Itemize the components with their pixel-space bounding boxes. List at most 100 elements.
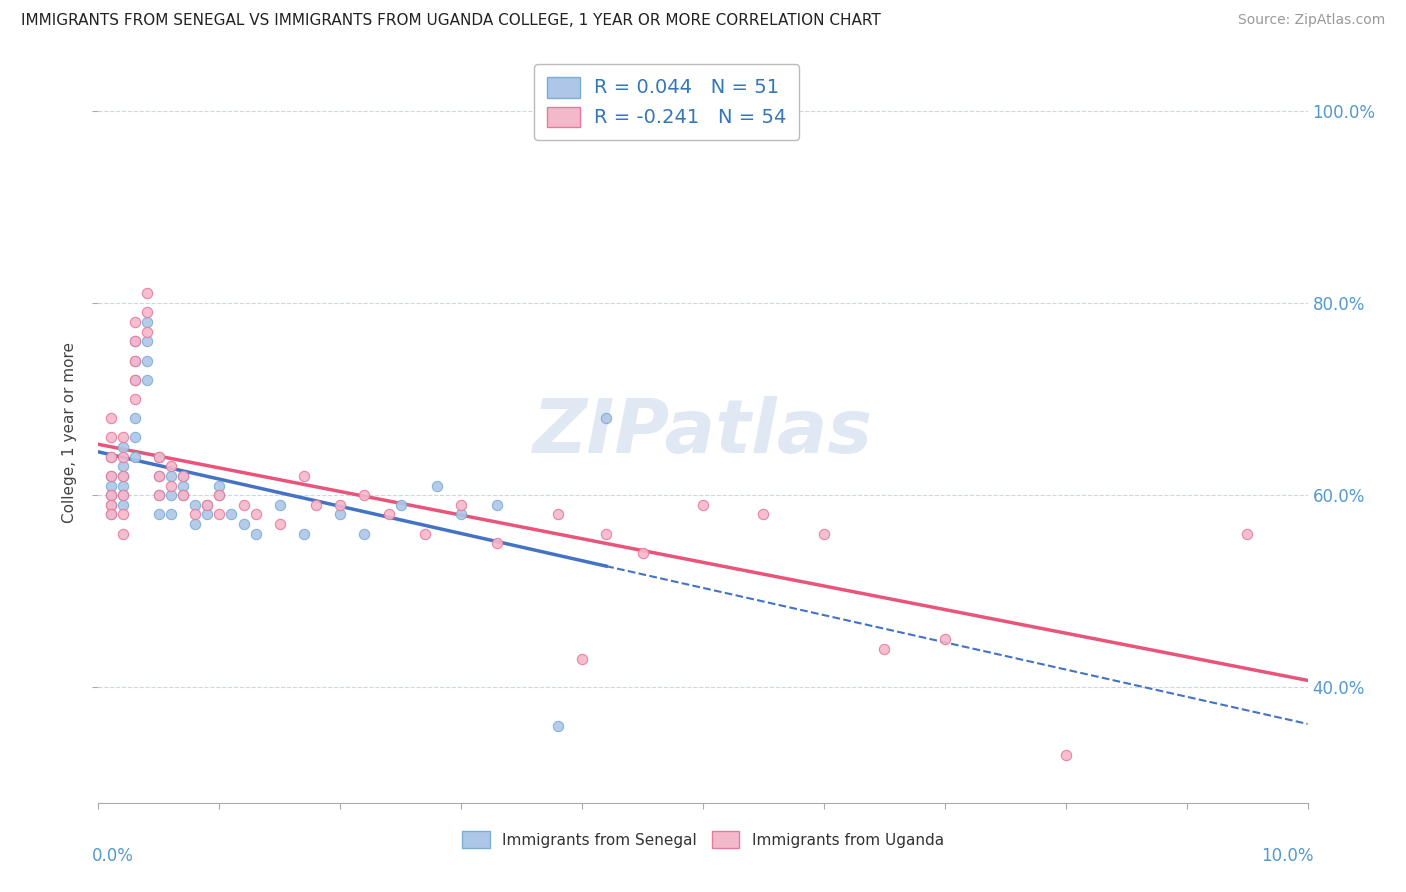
Point	[148, 469, 170, 483]
Point	[547, 719, 569, 733]
Point	[292, 469, 315, 483]
Text: 10.0%: 10.0%	[1261, 847, 1313, 865]
Point	[100, 498, 122, 512]
Point	[172, 478, 194, 492]
Point	[184, 516, 207, 531]
Point	[100, 488, 122, 502]
Y-axis label: College, 1 year or more: College, 1 year or more	[62, 343, 77, 523]
Point	[148, 508, 170, 522]
Text: ZIPatlas: ZIPatlas	[533, 396, 873, 469]
Point	[692, 498, 714, 512]
Text: 0.0%: 0.0%	[93, 847, 134, 865]
Point	[160, 469, 183, 483]
Point	[208, 488, 231, 502]
Point	[232, 516, 254, 531]
Point	[111, 469, 134, 483]
Point	[208, 478, 231, 492]
Point	[160, 478, 183, 492]
Point	[100, 469, 122, 483]
Point	[195, 498, 218, 512]
Point	[813, 526, 835, 541]
Point	[873, 642, 896, 657]
Point	[111, 488, 134, 502]
Point	[111, 459, 134, 474]
Point	[100, 498, 122, 512]
Point	[111, 498, 134, 512]
Point	[124, 353, 146, 368]
Point	[135, 325, 157, 339]
Point	[172, 469, 194, 483]
Point	[377, 508, 399, 522]
Point	[269, 498, 291, 512]
Point	[124, 450, 146, 464]
Point	[184, 498, 207, 512]
Point	[100, 508, 122, 522]
Point	[305, 498, 328, 512]
Point	[135, 334, 157, 349]
Point	[135, 286, 157, 301]
Point	[124, 334, 146, 349]
Point	[111, 478, 134, 492]
Point	[389, 498, 412, 512]
Point	[245, 508, 267, 522]
Point	[135, 353, 157, 368]
Point	[111, 508, 134, 522]
Point	[111, 430, 134, 444]
Point	[100, 488, 122, 502]
Point	[111, 440, 134, 454]
Point	[148, 488, 170, 502]
Point	[100, 450, 122, 464]
Point	[124, 373, 146, 387]
Point	[172, 469, 194, 483]
Point	[269, 516, 291, 531]
Point	[172, 488, 194, 502]
Point	[329, 498, 352, 512]
Point	[1054, 747, 1077, 762]
Point	[111, 488, 134, 502]
Point	[245, 526, 267, 541]
Point	[329, 508, 352, 522]
Point	[450, 508, 472, 522]
Point	[292, 526, 315, 541]
Point	[934, 632, 956, 647]
Point	[124, 334, 146, 349]
Point	[195, 498, 218, 512]
Point	[135, 305, 157, 319]
Point	[413, 526, 436, 541]
Point	[752, 508, 775, 522]
Point	[135, 315, 157, 329]
Point	[486, 536, 509, 550]
Point	[111, 526, 134, 541]
Point	[100, 469, 122, 483]
Point	[353, 526, 375, 541]
Point	[547, 508, 569, 522]
Point	[160, 488, 183, 502]
Point	[208, 508, 231, 522]
Point	[100, 430, 122, 444]
Point	[111, 450, 134, 464]
Point	[124, 315, 146, 329]
Point	[100, 411, 122, 425]
Point	[124, 430, 146, 444]
Point	[232, 498, 254, 512]
Point	[135, 373, 157, 387]
Point	[1236, 526, 1258, 541]
Point	[195, 508, 218, 522]
Point	[148, 450, 170, 464]
Point	[124, 373, 146, 387]
Point	[426, 478, 449, 492]
Point	[353, 488, 375, 502]
Point	[595, 526, 617, 541]
Legend: Immigrants from Senegal, Immigrants from Uganda: Immigrants from Senegal, Immigrants from…	[456, 824, 950, 855]
Point	[100, 478, 122, 492]
Point	[450, 498, 472, 512]
Text: Source: ZipAtlas.com: Source: ZipAtlas.com	[1237, 13, 1385, 28]
Text: IMMIGRANTS FROM SENEGAL VS IMMIGRANTS FROM UGANDA COLLEGE, 1 YEAR OR MORE CORREL: IMMIGRANTS FROM SENEGAL VS IMMIGRANTS FR…	[21, 13, 880, 29]
Point	[148, 469, 170, 483]
Point	[100, 450, 122, 464]
Point	[160, 508, 183, 522]
Point	[184, 508, 207, 522]
Point	[148, 488, 170, 502]
Point	[100, 508, 122, 522]
Point	[208, 488, 231, 502]
